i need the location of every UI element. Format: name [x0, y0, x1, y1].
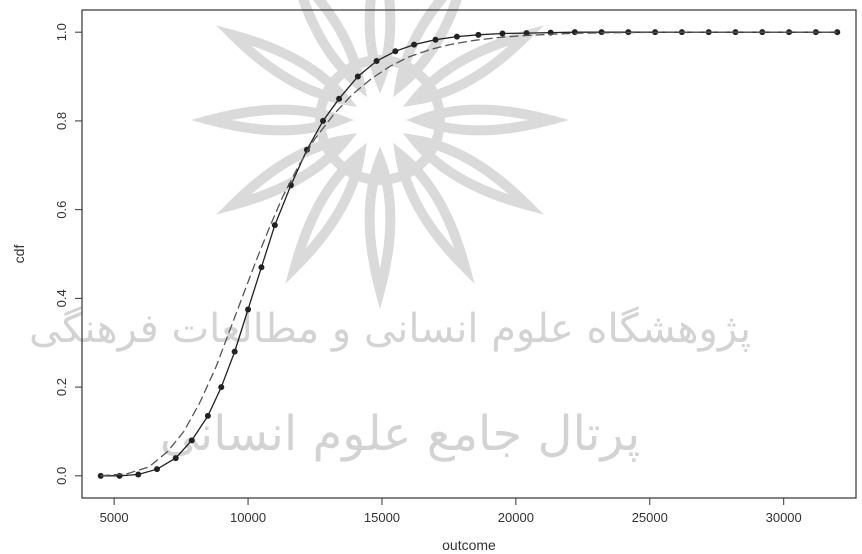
watermark-petal-icon [393, 142, 475, 284]
watermark-petal-icon [364, 0, 396, 94]
watermark-petal-icon [216, 25, 358, 107]
y-tick-label: 0.8 [54, 112, 69, 130]
data-point [172, 455, 179, 462]
y-tick-label: 0.0 [54, 467, 69, 485]
data-point [598, 29, 605, 36]
data-point [411, 41, 418, 48]
data-point [204, 412, 211, 419]
watermark-petal-icon [298, 0, 367, 98]
data-point [320, 117, 327, 124]
x-axis: 5000 10000 15000 20000 25000 30000 [100, 498, 802, 525]
watermark-line-2: پرتال جامع علوم انسانی [160, 406, 641, 462]
watermark-petal-icon [364, 146, 396, 310]
data-point [499, 30, 506, 37]
y-tick-label: 0.4 [54, 289, 69, 307]
y-tick-label: 0.6 [54, 201, 69, 219]
data-point [135, 471, 142, 478]
series-line-2 [100, 31, 838, 477]
watermark-ring-icon [315, 55, 445, 185]
data-point [453, 33, 460, 40]
watermark-petal-icon [285, 142, 367, 284]
x-tick-label: 25000 [632, 510, 668, 525]
data-point [336, 95, 343, 102]
watermark-petal-icon [406, 104, 570, 136]
data-point [271, 222, 278, 229]
watermark-logo-icon [190, 0, 570, 310]
data-point [188, 437, 195, 444]
data-point [523, 30, 530, 37]
data-point [231, 348, 238, 355]
watermark-petal-icon [402, 133, 544, 215]
data-point [392, 48, 399, 55]
y-tick-label: 1.0 [54, 23, 69, 41]
y-tick-label: 0.2 [54, 378, 69, 396]
plot-frame [81, 9, 857, 499]
data-point [354, 73, 361, 80]
x-tick-label: 10000 [230, 510, 266, 525]
watermark-petal-icon [216, 133, 358, 215]
x-tick-label: 30000 [766, 510, 802, 525]
data-point [571, 29, 578, 36]
data-point [258, 264, 265, 271]
x-tick-label: 15000 [364, 510, 400, 525]
watermark-petal-icon [393, 0, 462, 98]
data-point [218, 384, 225, 391]
data-point [153, 466, 160, 473]
data-point [432, 36, 439, 43]
series-layer [97, 29, 841, 479]
x-tick-label: 20000 [498, 510, 534, 525]
data-point [373, 58, 380, 65]
x-axis-title: outcome [442, 537, 496, 553]
watermark-petal-icon [190, 104, 354, 136]
data-point [245, 306, 252, 313]
watermark-text-group: پژوهشگاه علوم انسانی و مطالعات فرهنگی پر… [29, 306, 751, 462]
x-tick-label: 5000 [100, 510, 129, 525]
y-axis-title: cdf [11, 245, 27, 264]
watermark-line-1: پژوهشگاه علوم انسانی و مطالعات فرهنگی [29, 306, 751, 352]
y-axis: 0.0 0.2 0.4 0.6 0.8 1.0 [54, 23, 82, 485]
data-point [475, 31, 482, 38]
